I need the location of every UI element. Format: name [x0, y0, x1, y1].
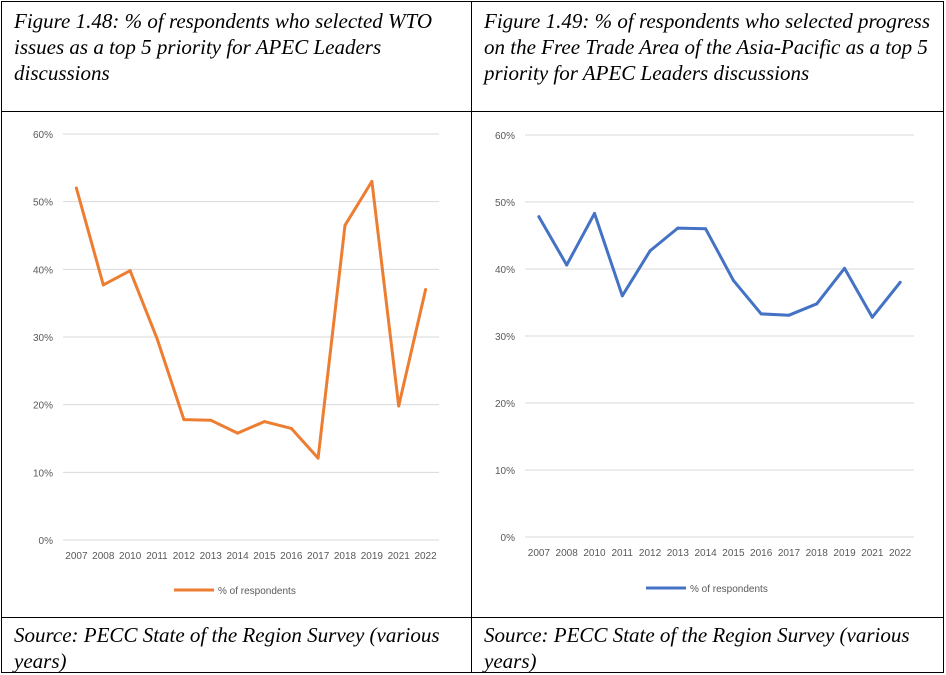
x-tick-label: 2013 — [200, 551, 223, 562]
x-tick-label: 2016 — [280, 551, 303, 562]
data-point — [592, 211, 596, 215]
data-point — [787, 313, 791, 317]
x-tick-label: 2008 — [556, 548, 579, 559]
x-tick-label: 2022 — [889, 548, 912, 559]
x-tick-label: 2007 — [65, 551, 88, 562]
data-point — [759, 312, 763, 316]
data-point — [565, 263, 569, 267]
x-tick-label: 2014 — [226, 551, 249, 562]
x-tick-label: 2019 — [361, 551, 384, 562]
data-point — [236, 431, 240, 435]
data-point — [128, 269, 132, 273]
x-tick-label: 2021 — [388, 551, 411, 562]
data-point — [289, 426, 293, 430]
y-tick-label: 0% — [39, 536, 54, 547]
x-tick-label: 2011 — [611, 548, 633, 559]
left-chart-cell: 0% 10% 20% 30% 40% 50% 60% 2007 2008 2010 2011 2012… — [2, 112, 471, 617]
data-point — [704, 227, 708, 231]
x-tick-label: 2013 — [667, 548, 690, 559]
y-tick-label: 50% — [495, 198, 515, 209]
figure-1-48-source: Source: PECC State of the Region Survey … — [14, 623, 440, 673]
data-point — [870, 315, 874, 319]
data-point — [370, 179, 374, 183]
data-point — [898, 280, 902, 284]
x-tick-label: 2017 — [307, 551, 330, 562]
series-line — [537, 211, 902, 319]
figure-1-49-caption: Figure 1.49: % of respondents who select… — [484, 9, 930, 85]
left-source-cell: Source: PECC State of the Region Survey … — [2, 618, 471, 673]
data-point — [815, 302, 819, 306]
y-tick-label: 10% — [33, 468, 53, 479]
x-tick-label: 2015 — [722, 548, 745, 559]
series-line — [74, 179, 428, 460]
x-tick-label: 2010 — [119, 551, 142, 562]
x-tick-label: 2014 — [694, 548, 717, 559]
right-caption-cell: Figure 1.49: % of respondents who select… — [472, 2, 943, 111]
y-tick-label: 30% — [33, 333, 53, 344]
source-divider — [2, 617, 943, 618]
data-point — [620, 294, 624, 298]
figure-1-49-source: Source: PECC State of the Region Survey … — [484, 623, 910, 673]
x-tick-label: 2007 — [528, 548, 551, 559]
data-point — [316, 456, 320, 460]
data-point — [74, 186, 78, 190]
x-tick-label: 2022 — [414, 551, 437, 562]
wto-issues-chart: 0% 10% 20% 30% 40% 50% 60% 2007 2008 2010 2011 2012… — [33, 130, 439, 597]
data-point — [648, 249, 652, 253]
y-tick-label: 60% — [33, 130, 53, 141]
legend-label: % of respondents — [218, 586, 296, 597]
data-point — [843, 266, 847, 270]
data-point — [182, 418, 186, 422]
x-tick-label: 2010 — [583, 548, 606, 559]
y-tick-label: 40% — [495, 265, 515, 276]
x-tick-label: 2019 — [833, 548, 856, 559]
data-point — [424, 288, 428, 292]
x-tick-label: 2017 — [778, 548, 801, 559]
column-divider — [471, 2, 472, 672]
data-point — [676, 226, 680, 230]
data-point — [155, 336, 159, 340]
y-tick-label: 40% — [33, 265, 53, 276]
data-point — [537, 215, 541, 219]
x-tick-label: 2015 — [253, 551, 276, 562]
x-tick-label: 2011 — [146, 551, 168, 562]
y-tick-label: 50% — [33, 198, 53, 209]
x-tick-label: 2012 — [639, 548, 662, 559]
data-point — [101, 283, 105, 287]
y-tick-label: 10% — [495, 466, 515, 477]
y-tick-label: 20% — [33, 401, 53, 412]
y-tick-label: 20% — [495, 399, 515, 410]
right-chart-cell: 0% 10% 20% 30% 40% 50% 60% 2007 2008 2010 2011 2012… — [472, 112, 943, 617]
x-tick-label: 2018 — [334, 551, 357, 562]
left-caption-cell: Figure 1.48: % of respondents who select… — [2, 2, 471, 111]
y-tick-label: 0% — [501, 533, 516, 544]
x-tick-label: 2012 — [173, 551, 196, 562]
data-point — [343, 223, 347, 227]
x-tick-label: 2016 — [750, 548, 773, 559]
x-tick-label: 2018 — [806, 548, 829, 559]
data-point — [262, 420, 266, 424]
data-point — [731, 278, 735, 282]
right-source-cell: Source: PECC State of the Region Survey … — [472, 618, 943, 673]
figure-1-48-caption: Figure 1.48: % of respondents who select… — [14, 9, 433, 85]
y-tick-label: 30% — [495, 332, 515, 343]
data-point — [397, 404, 401, 408]
y-tick-label: 60% — [495, 131, 515, 142]
data-point — [209, 418, 213, 422]
caption-divider — [2, 111, 943, 112]
x-tick-label: 2008 — [92, 551, 115, 562]
legend-label: % of respondents — [690, 584, 768, 595]
ftaap-progress-chart: 0% 10% 20% 30% 40% 50% 60% 2007 2008 2010 2011 2012… — [495, 131, 914, 595]
x-tick-label: 2021 — [861, 548, 884, 559]
